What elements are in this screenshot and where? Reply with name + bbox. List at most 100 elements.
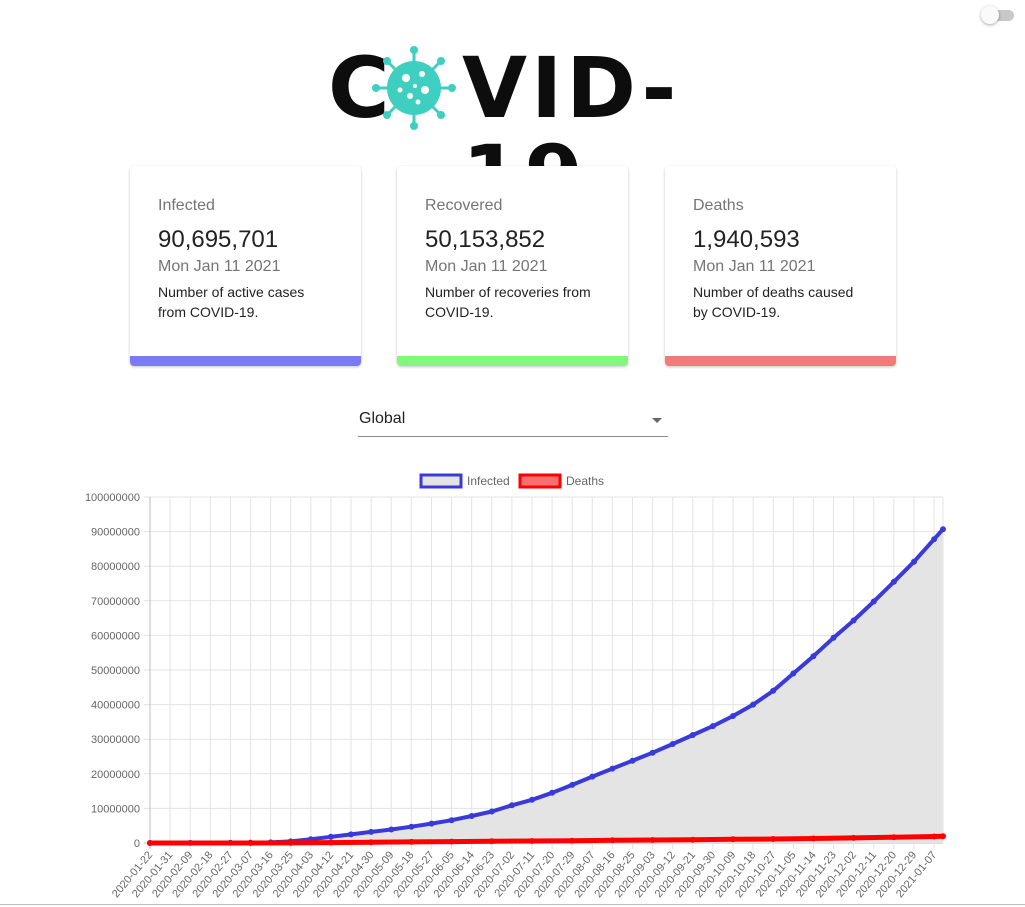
y-tick-label: 10000000 bbox=[91, 803, 140, 815]
legend-swatch-infected[interactable] bbox=[419, 473, 463, 489]
data-point-deaths bbox=[890, 834, 897, 841]
data-point-infected bbox=[609, 765, 616, 772]
cases-line-chart: Infected Deaths 0 10000000 20000000 3000000… bbox=[85, 473, 946, 900]
data-point-infected bbox=[790, 670, 797, 677]
data-point-infected bbox=[911, 558, 917, 565]
country-select-value: Global bbox=[359, 410, 406, 427]
data-point-infected bbox=[508, 802, 515, 809]
card-accent-bar bbox=[130, 356, 361, 366]
data-point-infected bbox=[850, 617, 857, 624]
dropdown-arrow-icon bbox=[652, 418, 662, 423]
deaths-card: Deaths 1,940,593 Mon Jan 11 2021 Number … bbox=[665, 166, 896, 366]
card-title: Infected bbox=[158, 197, 215, 214]
card-date: Mon Jan 11 2021 bbox=[425, 258, 548, 275]
data-point-deaths bbox=[649, 837, 656, 843]
data-point-deaths bbox=[327, 839, 334, 846]
page-bottom-border bbox=[0, 904, 1025, 905]
y-tick-label: 50000000 bbox=[91, 665, 140, 677]
data-point-infected bbox=[810, 653, 817, 660]
data-point-infected bbox=[408, 823, 415, 830]
data-point-deaths bbox=[488, 838, 495, 845]
data-point-infected bbox=[348, 831, 354, 838]
data-point-deaths bbox=[689, 836, 696, 843]
chart-legend: Infected Deaths bbox=[419, 473, 604, 489]
data-point-infected bbox=[870, 598, 877, 605]
card-title: Recovered bbox=[425, 197, 503, 214]
card-value: 50,153,852 bbox=[425, 226, 546, 253]
y-tick-label: 0 bbox=[134, 838, 140, 850]
card-date: Mon Jan 11 2021 bbox=[693, 258, 816, 275]
y-tick-label: 30000000 bbox=[91, 734, 140, 746]
data-point-deaths bbox=[529, 838, 535, 844]
series-area-infected bbox=[150, 529, 943, 843]
card-value: 1,940,593 bbox=[693, 226, 800, 253]
data-point-deaths bbox=[368, 839, 375, 846]
covid19-logo: C VID-19 bbox=[328, 44, 700, 220]
legend-label-infected[interactable]: Infected bbox=[467, 474, 510, 488]
data-point-deaths bbox=[147, 840, 153, 846]
data-point-deaths bbox=[569, 837, 576, 844]
data-point-infected bbox=[890, 578, 897, 585]
data-point-deaths bbox=[931, 833, 938, 840]
data-point-infected bbox=[529, 796, 535, 803]
data-point-infected bbox=[589, 773, 596, 780]
legend-label-deaths[interactable]: Deaths bbox=[566, 474, 604, 488]
data-point-infected bbox=[730, 713, 736, 719]
data-point-infected bbox=[569, 781, 576, 788]
data-point-deaths bbox=[448, 838, 455, 845]
y-tick-label: 100000000 bbox=[85, 492, 140, 504]
data-point-infected bbox=[709, 723, 716, 730]
data-point-infected bbox=[549, 789, 556, 796]
data-point-infected bbox=[750, 701, 757, 708]
data-point-deaths bbox=[810, 835, 817, 842]
series-line-deaths bbox=[147, 833, 946, 846]
data-point-infected bbox=[629, 757, 636, 764]
data-point-deaths bbox=[247, 840, 254, 846]
data-point-infected bbox=[468, 813, 475, 819]
y-tick-label: 60000000 bbox=[91, 630, 140, 642]
x-axis: 2020-01-222020-01-312020-02-092020-02-18… bbox=[110, 849, 939, 900]
y-tick-label: 80000000 bbox=[91, 561, 140, 573]
card-date: Mon Jan 11 2021 bbox=[158, 258, 281, 275]
data-point-infected bbox=[428, 820, 435, 827]
data-point-infected bbox=[649, 749, 656, 756]
data-point-infected bbox=[770, 687, 777, 694]
data-point-infected bbox=[488, 808, 495, 815]
card-title: Deaths bbox=[693, 197, 744, 214]
card-description: Number of deaths caused by COVID-19. bbox=[693, 284, 854, 320]
toggle-track bbox=[984, 10, 1014, 21]
data-point-infected bbox=[830, 634, 837, 641]
y-axis: 0 10000000 20000000 30000000 40000000 5000000… bbox=[85, 492, 140, 850]
recovered-card: Recovered 50,153,852 Mon Jan 11 2021 Num… bbox=[397, 166, 628, 366]
y-tick-label: 70000000 bbox=[91, 596, 140, 608]
data-point-deaths bbox=[408, 838, 415, 845]
data-point-infected bbox=[669, 741, 676, 747]
card-accent-bar bbox=[665, 356, 896, 366]
y-tick-label: 40000000 bbox=[91, 700, 140, 712]
data-point-infected bbox=[940, 526, 946, 533]
data-point-infected bbox=[448, 817, 455, 824]
theme-toggle[interactable] bbox=[981, 6, 1017, 24]
data-point-infected bbox=[327, 833, 334, 840]
card-value: 90,695,701 bbox=[158, 226, 279, 253]
data-point-infected bbox=[931, 536, 938, 543]
data-point-infected bbox=[388, 826, 395, 833]
infected-card: Infected 90,695,701 Mon Jan 11 2021 Numb… bbox=[130, 166, 361, 366]
data-point-deaths bbox=[287, 839, 294, 846]
data-point-infected bbox=[368, 828, 375, 835]
y-tick-label: 20000000 bbox=[91, 769, 140, 781]
toggle-switch-icon bbox=[981, 6, 999, 24]
y-tick-label: 90000000 bbox=[91, 527, 140, 539]
data-point-deaths bbox=[770, 836, 777, 842]
data-point-infected bbox=[689, 732, 696, 738]
card-accent-bar bbox=[397, 356, 628, 366]
card-description: Number of active cases from COVID-19. bbox=[158, 284, 305, 320]
virus-icon bbox=[372, 46, 456, 130]
country-select[interactable]: Global bbox=[358, 403, 668, 437]
card-description: Number of recoveries from COVID-19. bbox=[425, 284, 591, 320]
legend-swatch-deaths[interactable] bbox=[518, 473, 562, 489]
data-point-deaths bbox=[940, 833, 946, 840]
data-point-deaths bbox=[730, 836, 736, 843]
data-point-deaths bbox=[850, 834, 857, 841]
chart-series bbox=[147, 526, 946, 846]
